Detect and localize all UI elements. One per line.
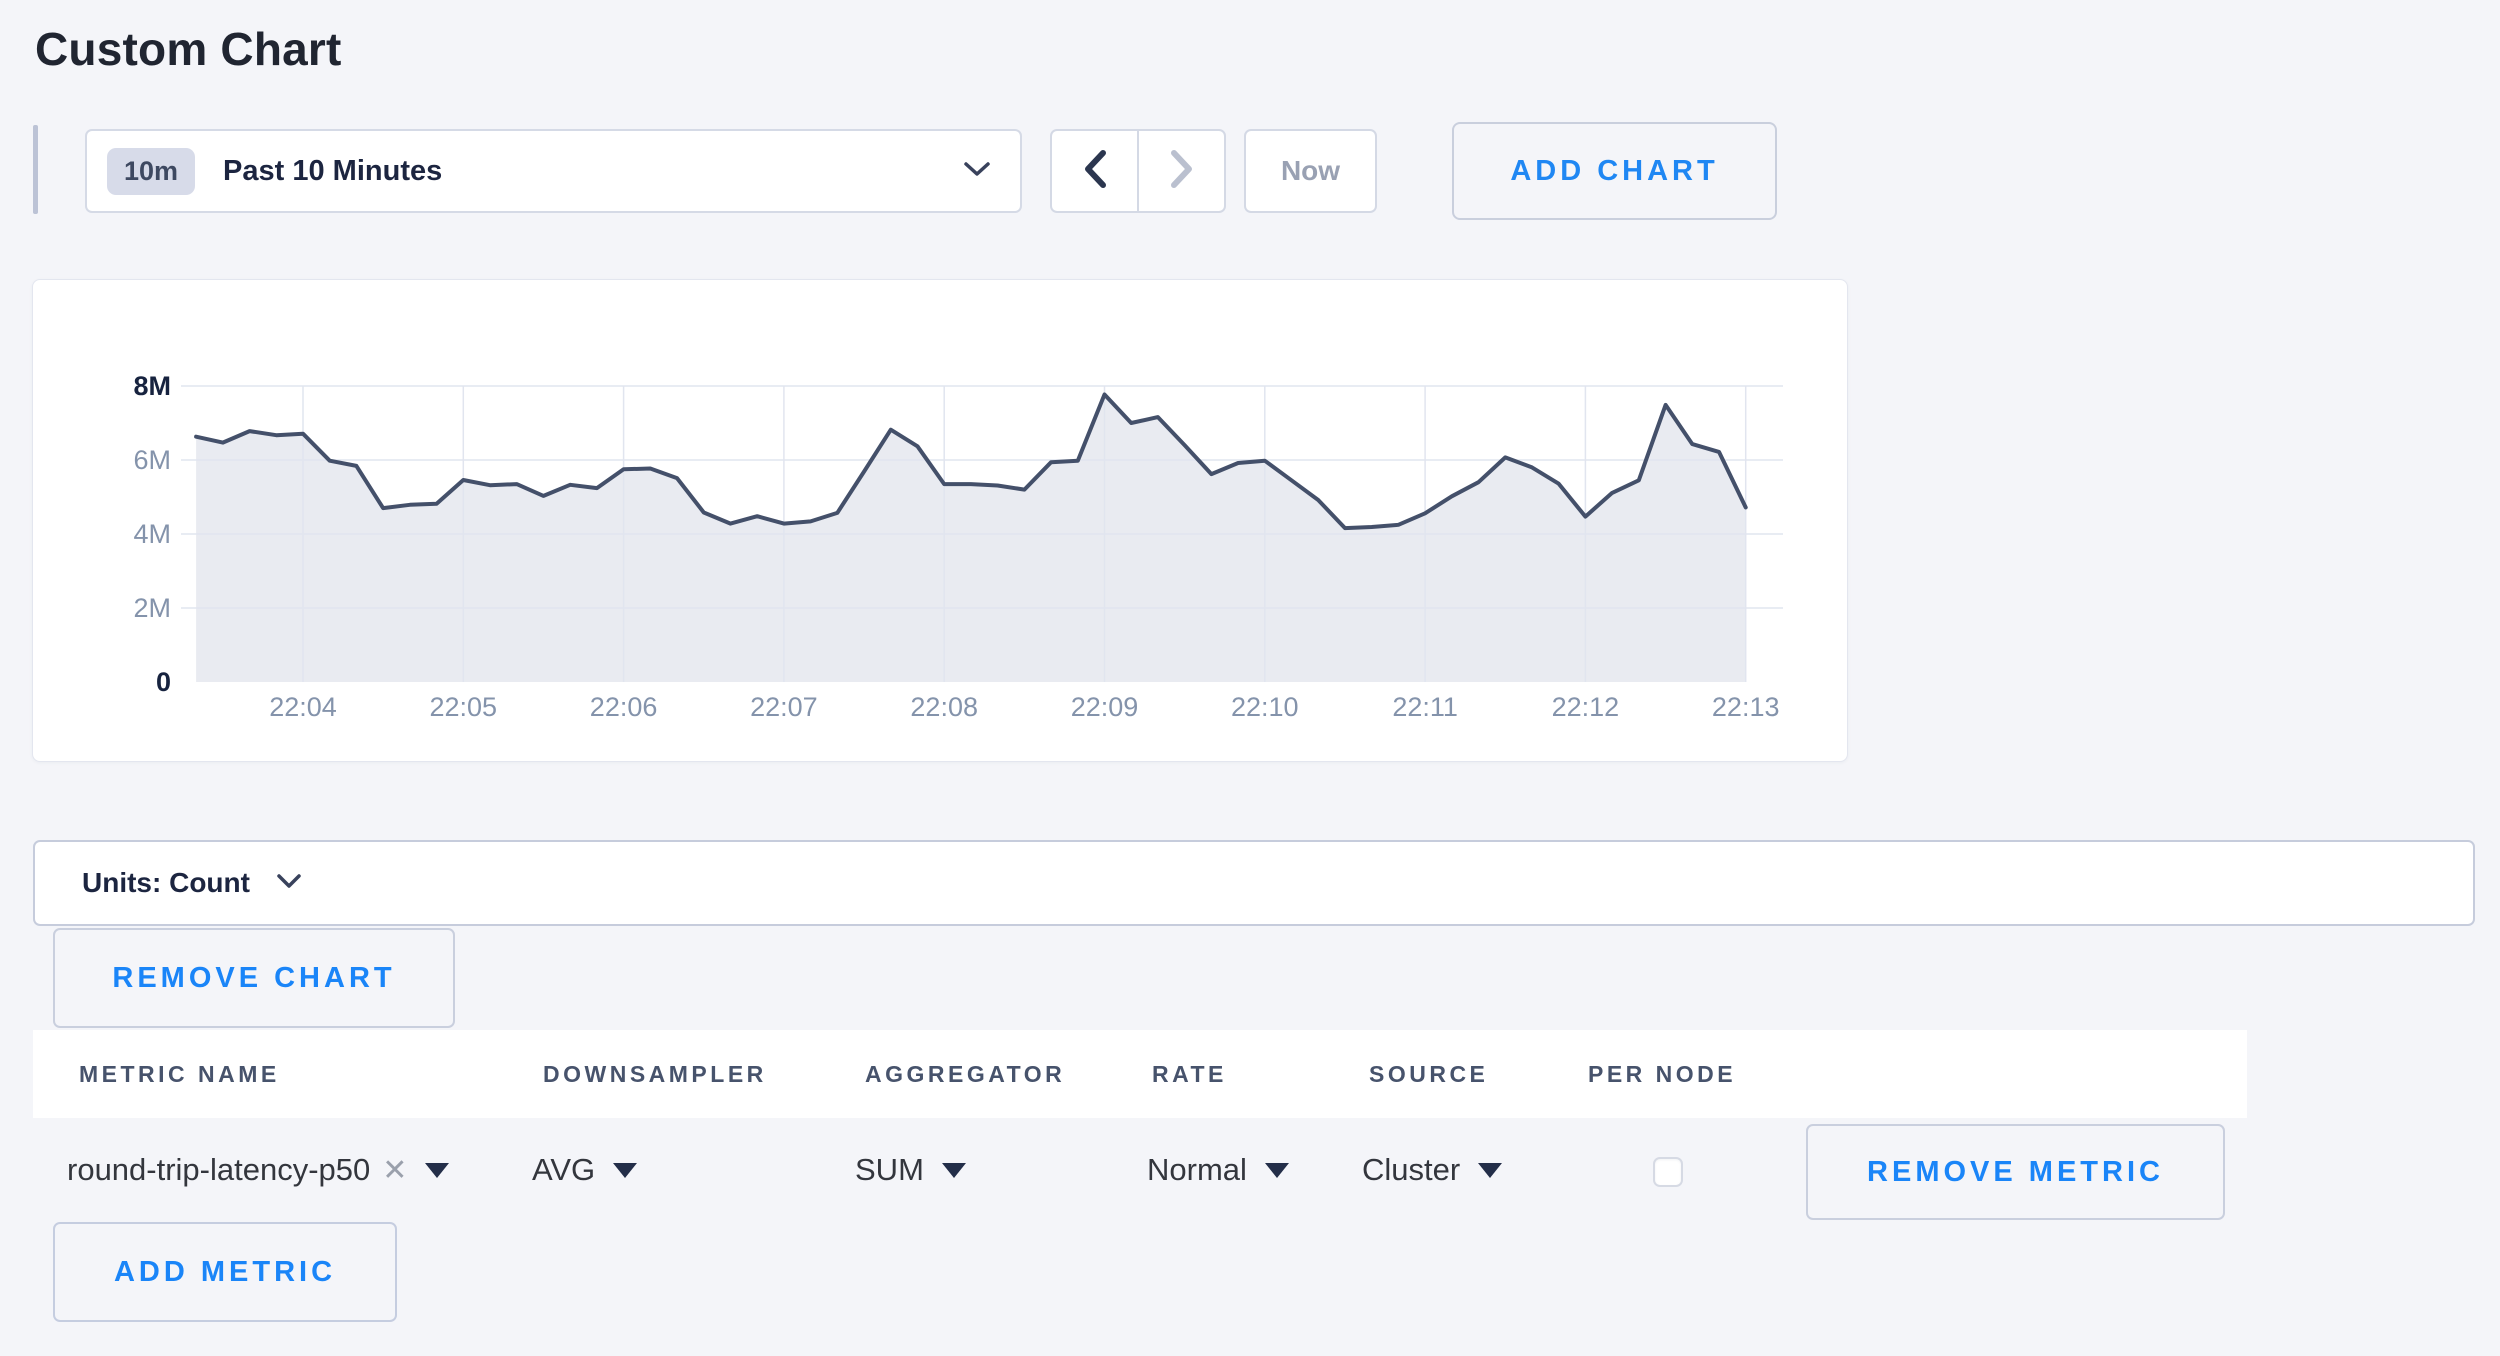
timeseries-chart-svg: 0 2M 4M 6M 8M 22:04 22:05 22:06 22:07 22:08 22:09 2… <box>133 371 1783 722</box>
units-dropdown[interactable]: Units: Count <box>33 840 2475 926</box>
caret-down-icon <box>613 1162 638 1178</box>
aggregator-value: SUM <box>855 1152 924 1187</box>
add-chart-button[interactable]: ADD CHART <box>1452 122 1777 220</box>
svg-text:0: 0 <box>156 667 171 697</box>
downsampler-select[interactable]: AVG <box>532 1118 638 1222</box>
chart-card: 0 2M 4M 6M 8M 22:04 22:05 22:06 22:07 22:08 22:09 2… <box>32 279 1848 762</box>
svg-text:22:12: 22:12 <box>1552 692 1620 722</box>
svg-text:22:04: 22:04 <box>269 692 337 722</box>
remove-metric-button[interactable]: REMOVE METRIC <box>1806 1124 2225 1220</box>
now-button[interactable]: Now <box>1244 129 1377 213</box>
chevron-down-icon <box>276 873 302 894</box>
time-nav-group <box>1050 129 1226 213</box>
aggregator-select[interactable]: SUM <box>855 1118 966 1222</box>
clear-metric-icon[interactable]: ✕ <box>382 1153 408 1187</box>
table-row: round-trip-latency-p50 ✕ AVG SUM Normal … <box>33 1118 2475 1222</box>
caret-down-icon <box>425 1162 450 1178</box>
svg-text:22:09: 22:09 <box>1071 692 1139 722</box>
column-header-per-node: PER NODE <box>1588 1060 1737 1087</box>
units-label: Units: Count <box>82 867 250 898</box>
svg-text:2M: 2M <box>133 593 171 623</box>
per-node-checkbox[interactable] <box>1653 1157 1683 1187</box>
svg-text:8M: 8M <box>133 371 171 401</box>
remove-chart-button[interactable]: REMOVE CHART <box>53 928 455 1028</box>
caret-down-icon <box>1264 1162 1289 1178</box>
metric-name-value: round-trip-latency-p50 <box>67 1152 371 1187</box>
metric-name-select[interactable]: round-trip-latency-p50 ✕ <box>67 1118 450 1222</box>
time-range-badge: 10m <box>107 147 196 195</box>
time-prev-button[interactable] <box>1050 129 1138 213</box>
svg-text:22:13: 22:13 <box>1712 692 1780 722</box>
column-header-metric-name: METRIC NAME <box>79 1060 280 1087</box>
column-header-aggregator: AGGREGATOR <box>865 1060 1066 1087</box>
downsampler-value: AVG <box>532 1152 596 1187</box>
svg-text:22:10: 22:10 <box>1231 692 1299 722</box>
rate-value: Normal <box>1147 1152 1247 1187</box>
column-header-source: SOURCE <box>1369 1060 1489 1087</box>
caret-down-icon <box>941 1162 966 1178</box>
metrics-table-header: METRIC NAME DOWNSAMPLER AGGREGATOR RATE … <box>33 1030 2247 1118</box>
caret-down-icon <box>1478 1162 1503 1178</box>
add-metric-button[interactable]: ADD METRIC <box>53 1222 397 1322</box>
time-next-button[interactable] <box>1138 129 1226 213</box>
page-title: Custom Chart <box>35 23 342 75</box>
column-header-rate: RATE <box>1152 1060 1227 1087</box>
svg-text:22:06: 22:06 <box>590 692 658 722</box>
svg-text:22:07: 22:07 <box>750 692 818 722</box>
source-value: Cluster <box>1362 1152 1461 1187</box>
time-range-label: Past 10 Minutes <box>223 154 443 187</box>
svg-text:4M: 4M <box>133 519 171 549</box>
chevron-right-icon <box>1169 148 1195 195</box>
svg-text:6M: 6M <box>133 445 171 475</box>
source-select[interactable]: Cluster <box>1362 1118 1503 1222</box>
chevron-left-icon <box>1082 148 1108 195</box>
svg-text:22:11: 22:11 <box>1392 692 1458 722</box>
svg-text:22:05: 22:05 <box>430 692 498 722</box>
column-header-downsampler: DOWNSAMPLER <box>543 1060 767 1087</box>
rate-select[interactable]: Normal <box>1147 1118 1289 1222</box>
time-range-dropdown[interactable]: 10m Past 10 Minutes <box>85 129 1022 213</box>
svg-text:22:08: 22:08 <box>910 692 978 722</box>
time-selector-accent-bar <box>33 125 38 214</box>
chevron-down-icon <box>962 160 992 183</box>
